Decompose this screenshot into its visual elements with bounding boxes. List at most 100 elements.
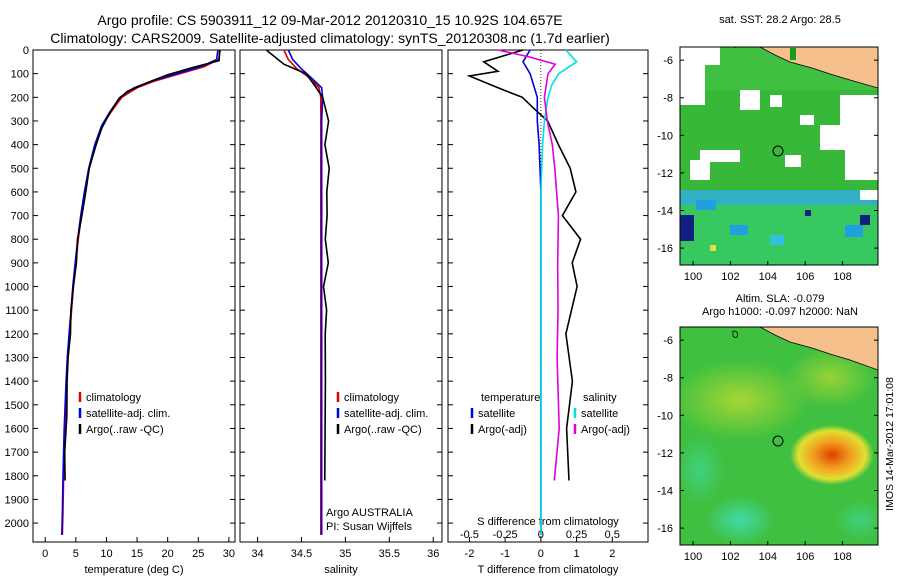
temperature-x-tick-label: 10	[100, 548, 112, 560]
temperature-x-tick-label: 5	[73, 548, 79, 560]
salinity-x-tick-label: 36	[427, 548, 439, 560]
temperature-profile-panel: 0 5 10 15 20 25 30 temperature (deg C) 0 100 200 30…	[5, 45, 236, 576]
map-lat-tick-label: -6	[663, 335, 673, 347]
diff-temperature-legend-label: temperature	[481, 392, 540, 404]
depth-tick-label: 1600	[5, 423, 29, 435]
map-lat-tick-label: -6	[663, 55, 673, 67]
depth-tick-label: 400	[11, 140, 29, 152]
depth-tick-label: 0	[23, 45, 29, 57]
diff-temperature-legend-label: satellite	[478, 408, 515, 420]
map-lon-tick-label: 106	[796, 271, 814, 283]
map-lon-tick-label: 108	[833, 271, 851, 283]
diff-temperature-legend-label: Argo(-adj)	[478, 424, 527, 436]
map-lat-tick-label: -10	[657, 410, 673, 422]
map-lat-tick-label: -12	[657, 448, 673, 460]
map-lon-tick-label: 108	[833, 551, 851, 563]
salinity-series-argo-raw-qc-	[265, 49, 331, 481]
temperature-plot-frame	[32, 49, 236, 543]
temperature-legend-label: Argo(..raw -QC)	[86, 424, 164, 436]
diff-salinity-legend-label: salinity	[583, 392, 617, 404]
argo-attribution-text: Argo AUSTRALIA	[326, 507, 413, 519]
diff-top-tick-label: 0.5	[605, 529, 620, 541]
salinity-legend-label: satellite-adj. clim.	[344, 408, 428, 420]
temperature-legend-label: climatology	[86, 392, 142, 404]
salinity-legend-label: Argo(..raw -QC)	[344, 424, 422, 436]
depth-tick-label: 600	[11, 187, 29, 199]
depth-tick-label: 200	[11, 92, 29, 104]
map-lon-tick-label: 104	[759, 271, 777, 283]
temperature-legend-label: satellite-adj. clim.	[86, 408, 170, 420]
depth-tick-label: 100	[11, 69, 29, 81]
depth-tick-label: 2000	[5, 518, 29, 530]
depth-tick-label: 900	[11, 258, 29, 270]
map-lon-tick-label: 100	[684, 271, 702, 283]
differences-x-axis-label: T difference from climatology	[478, 564, 619, 576]
depth-tick-label: 300	[11, 116, 29, 128]
salinity-plot-frame	[239, 49, 443, 543]
salinity-x-tick-label: 35	[339, 548, 351, 560]
differences-plot-frame	[447, 49, 649, 543]
salinity-legend-label: climatology	[344, 392, 400, 404]
page-title: Argo profile: CS 5903911_12 09-Mar-2012 …	[97, 12, 563, 28]
map-lon-tick-label: 100	[684, 551, 702, 563]
depth-tick-label: 1300	[5, 353, 29, 365]
diff-top-tick-label: 0.25	[566, 529, 587, 541]
map-lat-tick-label: -12	[657, 168, 673, 180]
map-lon-tick-label: 102	[721, 551, 739, 563]
map-lat-tick-label: -8	[663, 373, 673, 385]
page-subtitle: Climatology: CARS2009. Satellite-adjuste…	[50, 30, 610, 46]
salinity-x-tick-label: 35.5	[379, 548, 400, 560]
diff-salinity-legend-label: satellite	[581, 408, 618, 420]
map-lat-tick-label: -16	[657, 243, 673, 255]
differences-x-tick-label: 1	[574, 548, 580, 560]
depth-tick-label: 800	[11, 234, 29, 246]
temperature-x-tick-label: 15	[131, 548, 143, 560]
map-lon-tick-label: 106	[796, 551, 814, 563]
sla-map	[679, 326, 879, 546]
salinity-series-satellite-adj-clim-	[287, 49, 324, 535]
differences-series-t-argo-adj-	[466, 49, 582, 481]
map-axes: -6 -8 -10 -12 -14 -16 100 102 104 106 108 -6 -8 -10 -1…	[657, 55, 878, 563]
map-lat-tick-label: -14	[657, 206, 673, 218]
map-lat-tick-label: -14	[657, 486, 673, 498]
salinity-x-axis-label: salinity	[324, 564, 358, 576]
differences-x-tick-label: -1	[500, 548, 510, 560]
differences-x-tick-label: 0	[538, 548, 544, 560]
temperature-x-tick-label: 25	[192, 548, 204, 560]
depth-tick-label: 1400	[5, 376, 29, 388]
depth-tick-label: 500	[11, 163, 29, 175]
salinity-x-tick-label: 34	[251, 548, 263, 560]
argo-attribution-text: PI: Susan Wijffels	[326, 521, 412, 533]
depth-tick-label: 1800	[5, 471, 29, 483]
temperature-series-argo-raw-qc-	[63, 49, 221, 481]
diff-top-tick-label: -0.5	[460, 529, 479, 541]
diff-top-tick-label: 0	[538, 529, 544, 541]
diff-top-tick-label: -0.25	[493, 529, 518, 541]
depth-tick-label: 700	[11, 211, 29, 223]
differences-x-tick-label: 2	[609, 548, 615, 560]
sla-map-title-line2: Argo h1000: -0.097 h2000: NaN	[702, 306, 858, 318]
diff-salinity-legend-label: Argo(-adj)	[581, 424, 630, 436]
map-lon-tick-label: 102	[721, 271, 739, 283]
sst-map	[679, 46, 879, 266]
differences-series-s-satellite	[540, 49, 578, 535]
difference-profile-panel: -2 -1 0 1 2 -0.5 -0.25 0 0.25 0.5S difference fro…	[447, 49, 649, 576]
depth-tick-label: 1000	[5, 282, 29, 294]
sst-map-title: sat. SST: 28.2 Argo: 28.5	[719, 14, 841, 26]
map-lat-tick-label: -16	[657, 523, 673, 535]
temperature-x-tick-label: 20	[162, 548, 174, 560]
diff-top-axis-label: S difference from climatology	[477, 516, 619, 528]
temperature-x-tick-label: 30	[223, 548, 235, 560]
temperature-x-tick-label: 0	[42, 548, 48, 560]
salinity-profile-panel: 34 34.5 35 35.5 36 salinity climatology satelli…	[239, 49, 443, 576]
depth-tick-label: 1200	[5, 329, 29, 341]
depth-tick-label: 1700	[5, 447, 29, 459]
sla-map-title-line1: Altim. SLA: -0.079	[735, 293, 825, 305]
map-lon-tick-label: 104	[759, 551, 777, 563]
imos-timestamp-label: IMOS 14-Mar-2012 17:01:08	[884, 377, 896, 511]
map-lat-tick-label: -10	[657, 130, 673, 142]
salinity-x-tick-label: 34.5	[291, 548, 312, 560]
temperature-x-axis-label: temperature (deg C)	[84, 564, 183, 576]
depth-tick-label: 1500	[5, 400, 29, 412]
